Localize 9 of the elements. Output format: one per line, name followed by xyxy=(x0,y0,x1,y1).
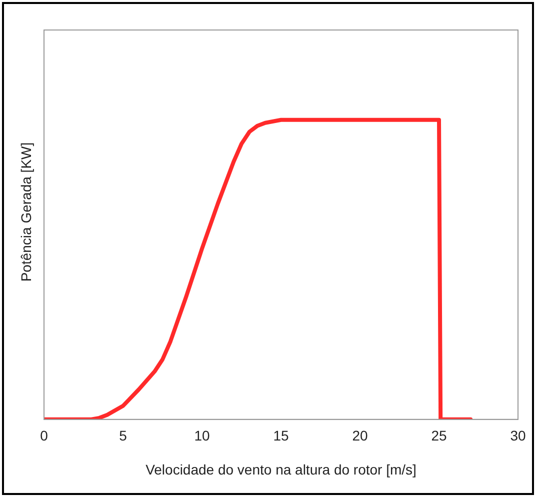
x-tick-label: 10 xyxy=(194,428,210,444)
x-axis-title: Velocidade do vento na altura do rotor [m/s] xyxy=(146,461,416,478)
x-tick-label: 5 xyxy=(119,428,128,444)
x-tick-label: 30 xyxy=(510,428,526,444)
x-tick-label: 25 xyxy=(431,428,447,444)
y-axis-title: Potência Gerada [KW] xyxy=(18,141,34,284)
x-tick-label: 15 xyxy=(273,428,289,444)
x-tick-label: 20 xyxy=(352,428,368,444)
x-tick-label: 0 xyxy=(40,428,48,444)
